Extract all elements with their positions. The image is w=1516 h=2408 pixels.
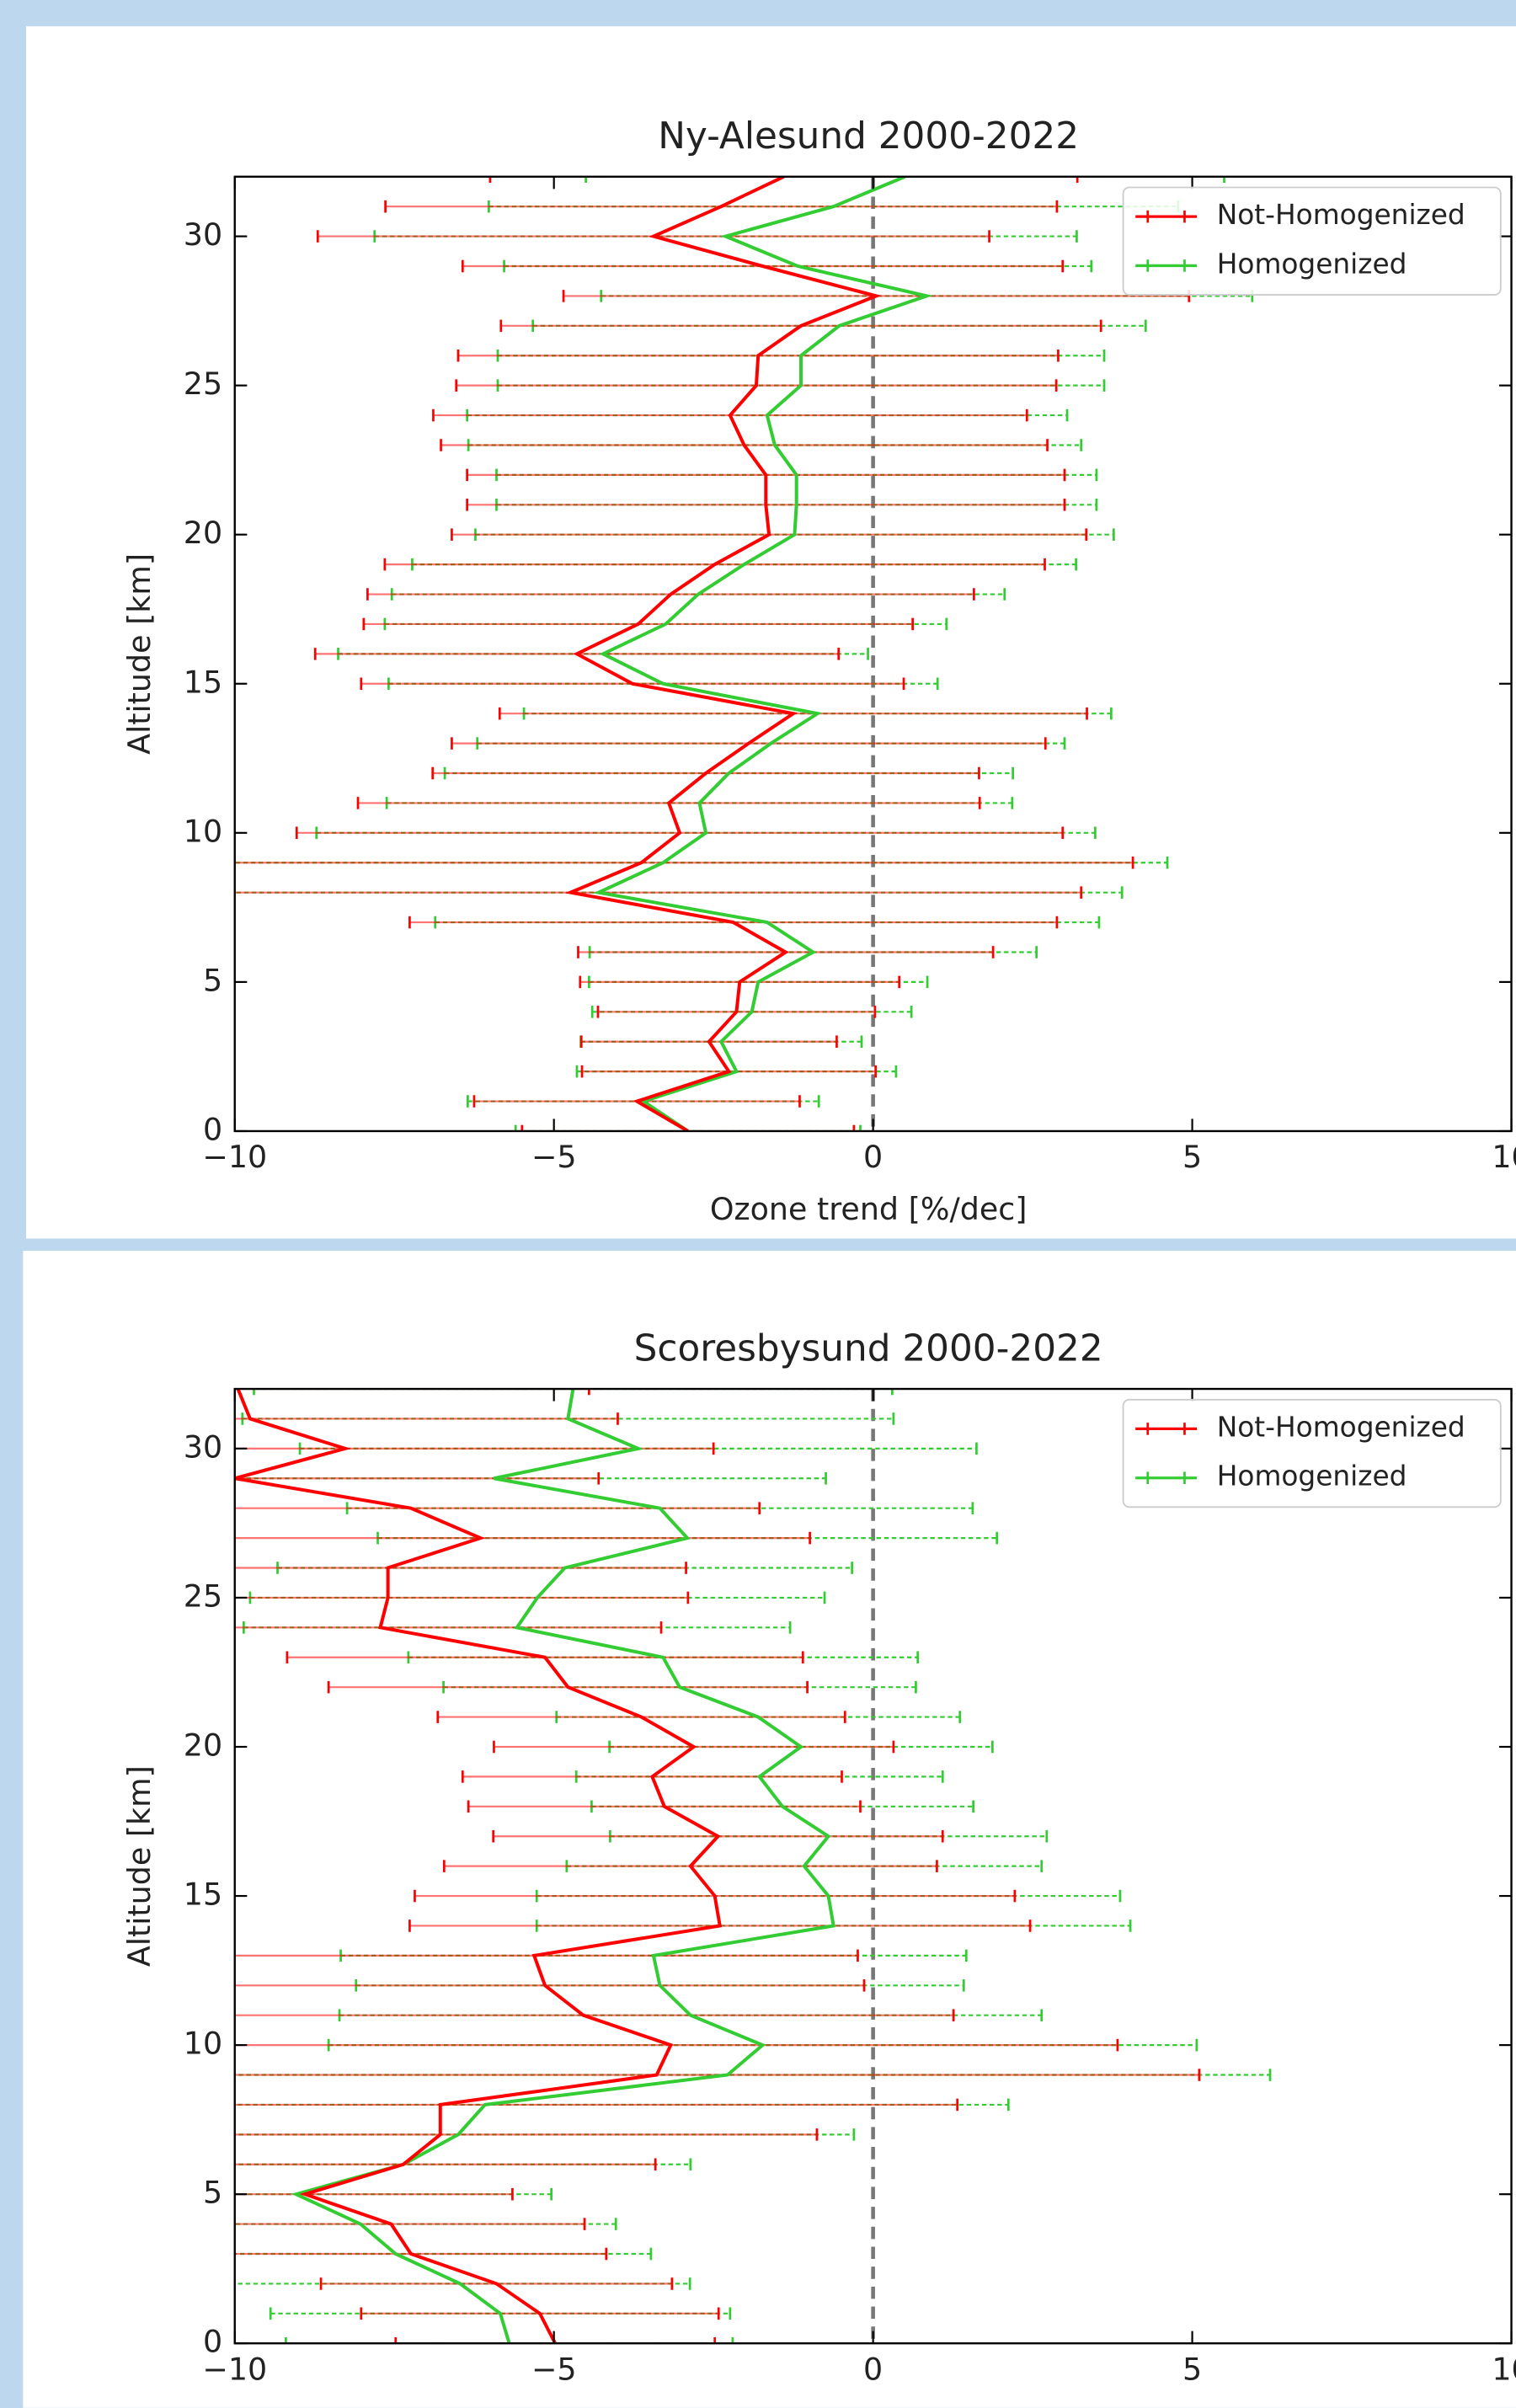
error-bar <box>590 1006 913 1018</box>
y-tick-label: 30 <box>184 216 222 253</box>
x-axis-label: Ozone trend [%/dec] <box>710 1191 1028 1227</box>
legend-box <box>1122 1398 1502 1508</box>
chart-title: Ny-Alesund 2000-2022 <box>658 115 1079 158</box>
x-tick-label: 10 <box>1492 1139 1516 1175</box>
plot-area <box>234 176 1254 1131</box>
legend-label: Not-Homogenized <box>1217 199 1465 231</box>
legend-box <box>1122 186 1502 296</box>
error-bar <box>488 176 1079 184</box>
y-tick-label: 25 <box>184 1578 222 1614</box>
y-tick-label: 15 <box>184 664 222 700</box>
error-bar <box>575 1065 898 1078</box>
series-line <box>593 176 933 1131</box>
y-tick-label: 5 <box>203 2175 222 2211</box>
error-bar <box>234 1389 590 1396</box>
series-line <box>564 176 882 1131</box>
y-tick-label: 20 <box>184 515 222 551</box>
error-bar <box>520 1124 856 1131</box>
y-tick-label: 0 <box>203 2324 222 2360</box>
legend: Not-Homogenized Homogenized <box>1122 186 1502 296</box>
error-bar <box>285 2336 734 2344</box>
series-line <box>234 1389 723 2344</box>
y-tick-label: 5 <box>203 962 222 998</box>
y-tick-label: 10 <box>184 2026 222 2062</box>
error-bar <box>253 1389 894 1396</box>
series-line <box>291 1389 835 2344</box>
x-tick-label: 10 <box>1492 2352 1516 2388</box>
y-tick-label: 10 <box>184 813 222 849</box>
y-axis-label: Altitude [km] <box>121 553 157 755</box>
x-tick-label: −10 <box>202 2352 267 2388</box>
y-tick-label: 25 <box>184 366 222 402</box>
error-bar <box>269 2307 732 2320</box>
y-tick-label: 30 <box>184 1428 222 1465</box>
error-bar <box>585 176 1225 184</box>
error-bar <box>234 2277 691 2290</box>
x-tick-label: 0 <box>863 1139 883 1175</box>
chart: Ny-Alesund 2000-2022 Ozone trend [%/dec] A… <box>121 115 1516 1227</box>
chart-title: Scoresbysund 2000-2022 <box>634 1327 1103 1370</box>
y-tick-label: 0 <box>203 1111 222 1147</box>
error-bar <box>234 1471 601 1485</box>
x-tick-label: 5 <box>1182 2352 1202 2388</box>
x-tick-label: −10 <box>202 1139 267 1175</box>
x-tick-label: −5 <box>531 1139 577 1175</box>
legend: Not-Homogenized Homogenized <box>1122 1398 1502 1508</box>
y-tick-label: 15 <box>184 1877 222 1913</box>
x-tick-label: 0 <box>863 2352 883 2388</box>
error-bar <box>514 1124 862 1131</box>
x-tick-label: 5 <box>1182 1139 1202 1175</box>
legend-label: Homogenized <box>1217 1460 1407 1492</box>
error-bar <box>394 2336 717 2344</box>
legend-label: Not-Homogenized <box>1217 1411 1465 1443</box>
legend-label: Homogenized <box>1217 248 1407 280</box>
y-axis-label: Altitude [km] <box>121 1765 157 1967</box>
chart: Scoresbysund 2000-2022 Altitude [km] −10 −5… <box>121 1327 1516 2388</box>
y-tick-label: 20 <box>184 1727 222 1763</box>
x-tick-label: −5 <box>531 2352 577 2388</box>
